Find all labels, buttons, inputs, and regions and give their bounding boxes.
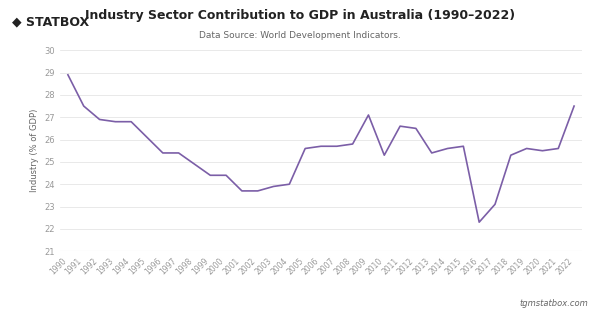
Text: tgmstatbox.com: tgmstatbox.com xyxy=(519,299,588,308)
Text: Industry Sector Contribution to GDP in Australia (1990–2022): Industry Sector Contribution to GDP in A… xyxy=(85,9,515,22)
Text: ◆ STATBOX: ◆ STATBOX xyxy=(12,16,89,29)
Text: Data Source: World Development Indicators.: Data Source: World Development Indicator… xyxy=(199,31,401,41)
Y-axis label: Industry (% of GDP): Industry (% of GDP) xyxy=(30,109,39,192)
